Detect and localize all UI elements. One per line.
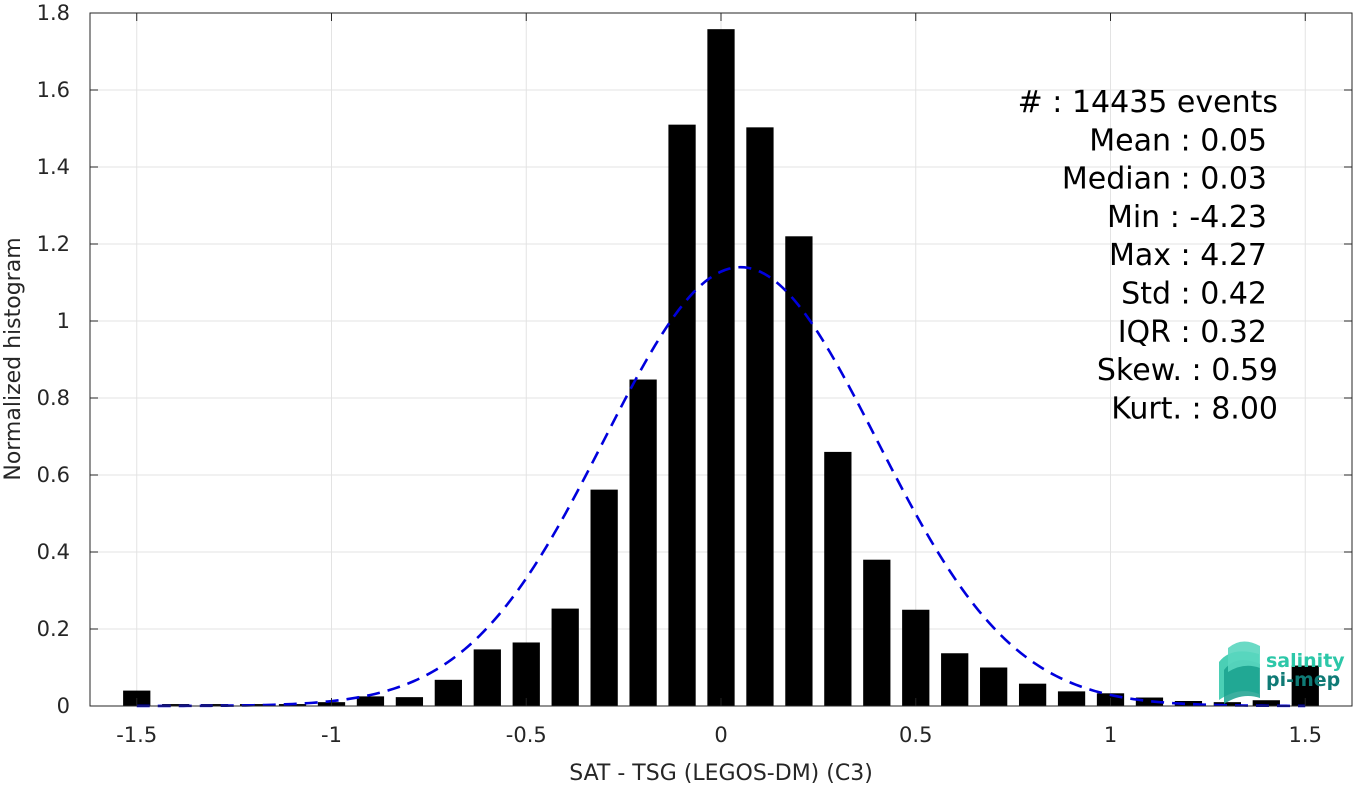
y-tick-label-3: 0.6 <box>37 463 70 487</box>
histogram-bar-27 <box>1174 700 1203 706</box>
y-axis-label: Normalized histogram <box>1 237 26 480</box>
histogram-bar-10 <box>512 642 540 706</box>
y-tick-label-4: 0.8 <box>37 386 70 410</box>
stat-line-2: Median : 0.03 <box>1062 162 1267 197</box>
histogram-bar-20 <box>902 609 930 706</box>
histogram-bar-2 <box>201 704 229 706</box>
histogram-bar-23 <box>1018 683 1047 706</box>
y-tick-label-7: 1.4 <box>37 155 70 179</box>
histogram-bar-11 <box>551 608 579 706</box>
histogram-bar-22 <box>980 667 1008 706</box>
wave-stack-icon <box>1219 641 1260 704</box>
stat-line-5: Std : 0.42 <box>1121 277 1267 312</box>
x-tick-label-2: -0.5 <box>506 723 547 747</box>
histogram-bar-18 <box>824 451 852 706</box>
salinity-pi-mep-logo: salinity pi-mep <box>1219 641 1345 704</box>
histogram-bar-19 <box>863 559 891 706</box>
histogram-bar-14 <box>668 124 696 706</box>
histogram-bar-24 <box>1057 691 1086 706</box>
y-tick-label-9: 1.8 <box>37 1 70 25</box>
stat-line-4: Max : 4.27 <box>1109 238 1267 273</box>
histogram-bar-15 <box>707 29 735 707</box>
y-tick-label-0: 0 <box>57 694 70 718</box>
histogram-bar-17 <box>785 236 813 707</box>
y-tick-label-8: 1.6 <box>37 78 70 102</box>
histogram-bar-9 <box>473 649 501 706</box>
y-tick-label-6: 1.2 <box>37 232 70 256</box>
stat-line-7: Skew. : 0.59 <box>1097 353 1278 388</box>
histogram-bar-6 <box>356 696 385 706</box>
stat-line-1: Mean : 0.05 <box>1089 123 1267 158</box>
x-tick-label-5: 1 <box>1104 723 1117 747</box>
stat-line-3: Min : -4.23 <box>1107 200 1267 235</box>
stat-line-8: Kurt. : 8.00 <box>1111 391 1278 426</box>
y-axis-ticks: 0 0.2 0.4 0.6 0.8 1 1.2 1.4 1.6 1.8 <box>37 1 1352 718</box>
stat-line-6: IQR : 0.32 <box>1118 315 1267 350</box>
histogram-bar-16 <box>746 127 774 707</box>
x-axis-label: SAT - TSG (LEGOS-DM) (C3) <box>569 761 873 785</box>
logo-text-salinity: salinity <box>1266 650 1345 672</box>
histogram-bar-7 <box>395 697 424 706</box>
x-tick-label-3: 0 <box>714 723 727 747</box>
histogram-bar-26 <box>1135 697 1164 706</box>
histogram-bar-12 <box>590 489 618 706</box>
histogram-bar-28 <box>1213 702 1241 706</box>
x-tick-label-6: 1.5 <box>1289 723 1322 747</box>
x-tick-label-4: 0.5 <box>899 723 932 747</box>
logo-text-pi-mep: pi-mep <box>1266 669 1340 691</box>
stat-line-0: # : 14435 events <box>1018 85 1278 120</box>
y-tick-label-2: 0.4 <box>37 540 70 564</box>
x-tick-label-0: -1.5 <box>116 723 157 747</box>
y-tick-label-1: 0.2 <box>37 617 70 641</box>
histogram-bar-13 <box>629 379 657 706</box>
y-tick-label-5: 1 <box>57 309 70 333</box>
histogram-bar-8 <box>434 679 462 706</box>
histogram-bar-1 <box>162 704 190 706</box>
x-tick-label-1: -1 <box>321 723 342 747</box>
histogram-bar-21 <box>941 653 969 706</box>
x-axis-ticks: -1.5 -1 -0.5 0 0.5 1 1.5 <box>116 13 1322 747</box>
histogram-bars <box>123 29 1319 707</box>
histogram-bar-29 <box>1252 700 1280 706</box>
